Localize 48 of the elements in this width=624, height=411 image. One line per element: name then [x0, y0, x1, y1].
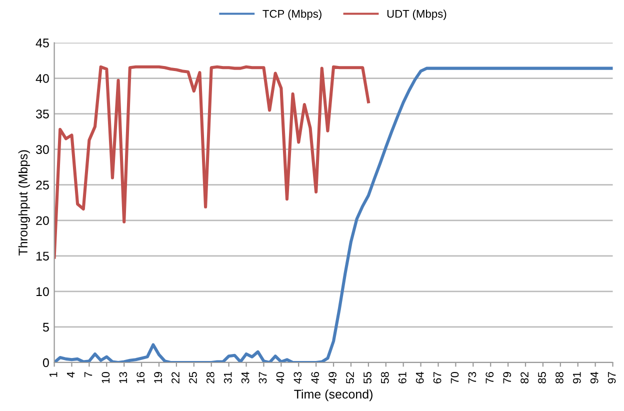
y-tick-label: 30 [36, 145, 49, 154]
x-tick-label: 7 [84, 372, 92, 378]
x-tick-label: 91 [572, 372, 581, 384]
x-tick-label: 64 [416, 372, 424, 384]
x-tick-label: 31 [224, 372, 232, 384]
line-series [54, 65, 370, 259]
x-tick-label: 16 [136, 372, 145, 384]
x-tick-label: 43 [294, 372, 302, 384]
x-tick-label: 73 [468, 372, 476, 384]
y-tick-label: 0 [42, 358, 49, 368]
x-tick-label: 46 [311, 372, 320, 384]
x-tick-label: 52 [346, 372, 354, 384]
x-tick-label: 58 [381, 372, 389, 384]
y-tick-label: 45 [36, 38, 49, 48]
legend-label: TCP (Mbps) [262, 10, 322, 20]
x-tick-label: 10 [102, 372, 110, 384]
x-tick-label: 25 [189, 372, 197, 384]
x-tick-label: 67 [433, 372, 442, 384]
x-tick-label: 19 [154, 372, 162, 384]
x-tick-label: 40 [276, 372, 284, 384]
x-tick-label: 55 [364, 372, 372, 384]
x-tick-label: 70 [450, 372, 459, 384]
y-tick-label: 35 [36, 110, 49, 118]
x-tick-label: 79 [503, 372, 512, 384]
y-tick-label: 40 [36, 74, 49, 83]
x-tick-label: 37 [258, 372, 267, 384]
legend-label: UDT (Mbps) [387, 10, 446, 20]
x-tick-label: 82 [520, 372, 528, 384]
y-tick-label: 5 [42, 322, 49, 332]
y-tick-label: 20 [36, 216, 49, 226]
x-tick-label: 49 [328, 372, 337, 384]
x-tick-label: 4 [66, 372, 75, 378]
x-tick-label: 13 [119, 372, 128, 384]
x-tick-label: 76 [486, 372, 494, 384]
y-axis-title: Throughput (Mbps) [18, 150, 30, 256]
x-tick-label: 94 [590, 372, 598, 384]
x-tick-label: 61 [398, 372, 406, 384]
y-tick-label: 25 [36, 180, 49, 190]
x-tick-label: 1 [50, 372, 58, 377]
y-tick-label: 10 [36, 287, 49, 296]
x-tick-label: 97 [608, 372, 616, 384]
x-tick-label: 34 [241, 372, 250, 384]
x-tick-label: 88 [556, 372, 564, 384]
x-axis-title: Time (second) [294, 389, 372, 402]
x-tick-label: 85 [538, 372, 546, 384]
x-tick-label: 22 [172, 372, 180, 384]
y-tick-label: 15 [36, 252, 49, 261]
x-tick-label: 28 [206, 372, 214, 384]
